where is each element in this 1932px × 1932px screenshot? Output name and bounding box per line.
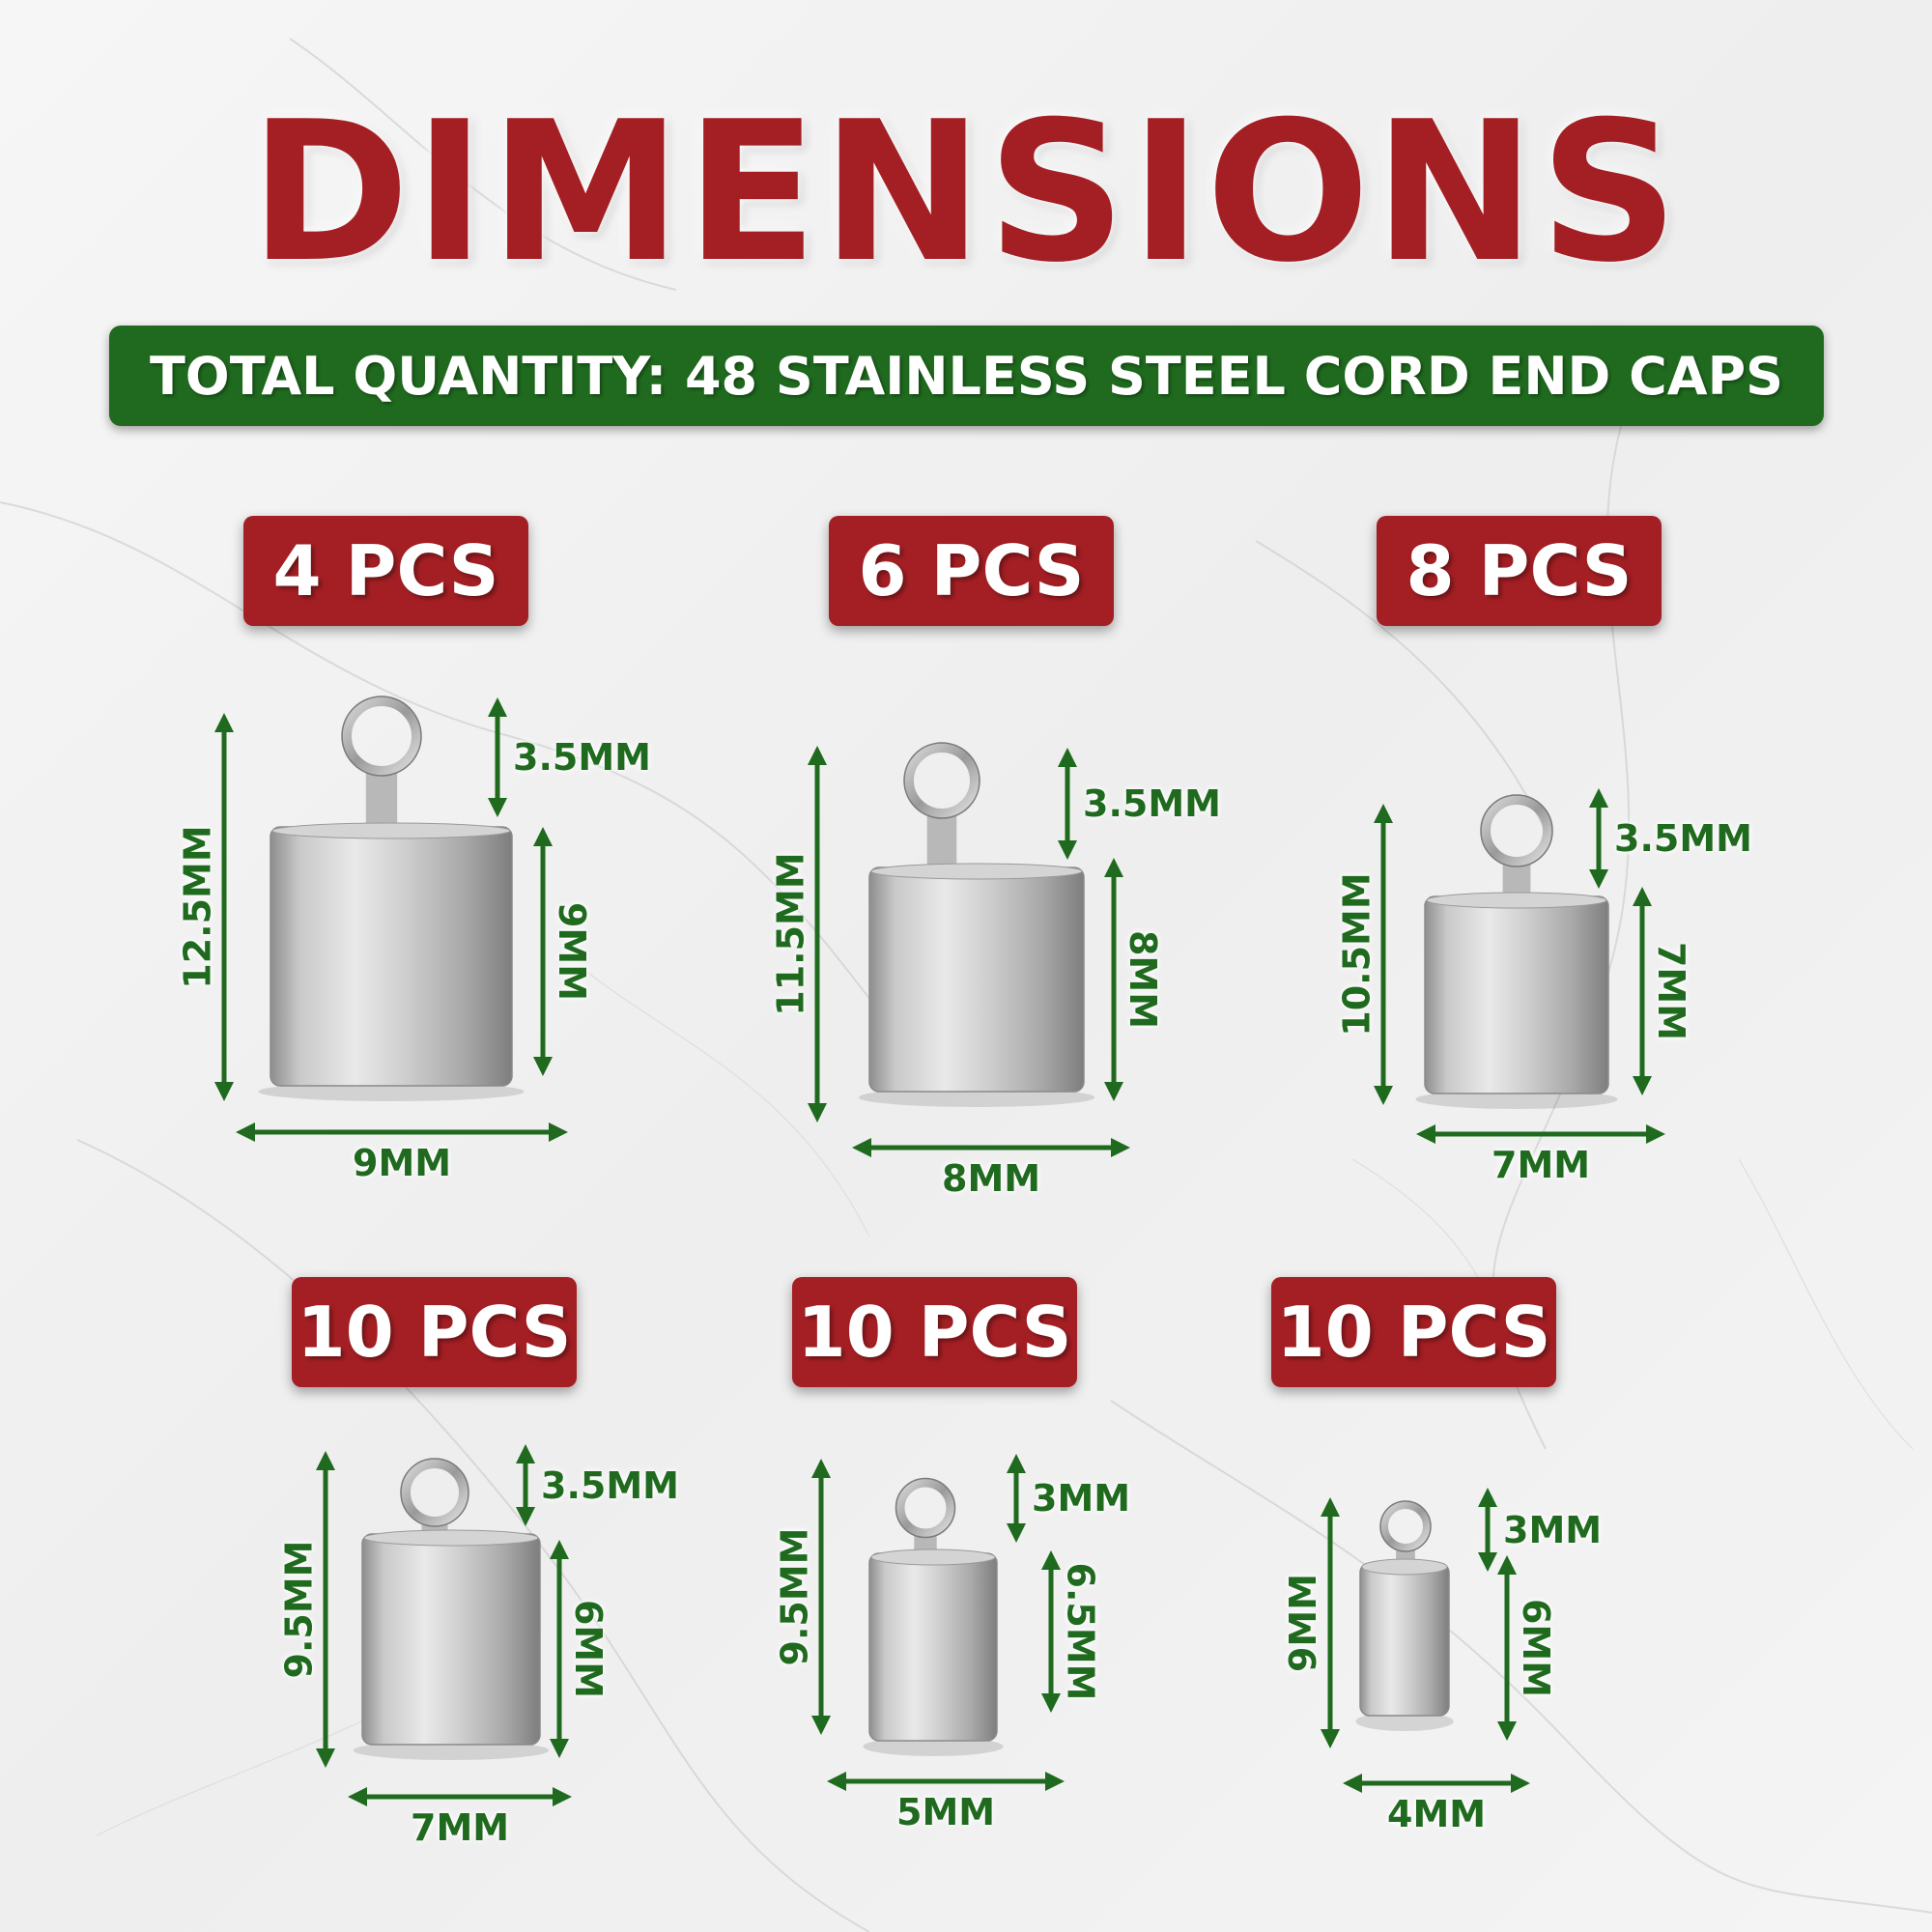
cap-loop-edge <box>1379 1500 1432 1552</box>
cap-loop <box>401 1459 469 1526</box>
total-height-label: 9.5MM <box>276 1540 320 1679</box>
cap-loop <box>1481 795 1552 867</box>
cap-top-rim <box>1426 892 1607 909</box>
cap-top-rim <box>870 863 1083 880</box>
pcs-badge: 10 PCS <box>792 1277 1077 1387</box>
cord-end-cap <box>316 1444 572 1806</box>
cap-shadow <box>858 1088 1095 1107</box>
width-label: 7MM <box>411 1806 510 1849</box>
cap-shadow <box>258 1082 525 1101</box>
cap-neck <box>365 767 398 833</box>
total-height-label: 9.5MM <box>772 1527 815 1666</box>
cap-body <box>1424 895 1609 1094</box>
body-height-label: 6.5MM <box>1058 1562 1101 1701</box>
body-height-label: 9MM <box>551 901 594 1002</box>
cap-body <box>1359 1562 1450 1717</box>
cap-top-rim <box>271 822 511 839</box>
body-height-label: 6MM <box>1515 1598 1558 1698</box>
cap-loop <box>895 1478 955 1538</box>
pcs-badge: 10 PCS <box>292 1277 577 1387</box>
cord-end-cap <box>1374 788 1665 1144</box>
cord-end-cap <box>808 742 1130 1157</box>
cap-loop-edge <box>895 1477 956 1539</box>
page-title: DIMENSIONS <box>249 80 1683 305</box>
cap-loop-edge <box>341 696 422 777</box>
cap-top-rim <box>1361 1558 1448 1576</box>
width-label: 5MM <box>896 1791 996 1833</box>
cap-body <box>868 867 1085 1093</box>
width-label: 8MM <box>942 1157 1041 1200</box>
body-height-label: 6MM <box>567 1599 611 1699</box>
width-label: 7MM <box>1492 1144 1591 1186</box>
total-height-label: 9MM <box>1282 1573 1325 1673</box>
loop-height-label: 3.5MM <box>513 736 651 779</box>
cap-shadow <box>863 1737 1004 1756</box>
cap-body <box>361 1533 541 1746</box>
loop-height-label: 3.5MM <box>1083 782 1221 825</box>
cap-neck <box>926 810 957 873</box>
loop-height-label: 3MM <box>1032 1477 1131 1520</box>
body-height-label: 7MM <box>1650 941 1693 1041</box>
cap-shadow <box>1355 1712 1454 1731</box>
cap-top-rim <box>363 1529 539 1547</box>
total-height-label: 12.5MM <box>176 825 219 989</box>
cap-loop-edge <box>1480 794 1553 867</box>
quantity-banner: TOTAL QUANTITY: 48 STAINLESS STEEL CORD … <box>109 326 1824 426</box>
cap-shadow <box>1415 1090 1618 1109</box>
cap-loop <box>342 696 421 776</box>
cap-loop <box>904 743 980 818</box>
loop-height-label: 3MM <box>1503 1508 1603 1551</box>
cap-body <box>270 826 513 1087</box>
body-height-label: 8MM <box>1122 929 1165 1030</box>
total-height-label: 11.5MM <box>769 852 812 1016</box>
cap-loop-edge <box>903 742 980 819</box>
pcs-badge: 8 PCS <box>1377 516 1662 626</box>
cap-loop-edge <box>400 1458 469 1527</box>
loop-height-label: 3.5MM <box>1614 817 1752 860</box>
cap-top-rim <box>870 1548 996 1566</box>
pcs-badge: 4 PCS <box>243 516 528 626</box>
cord-end-cap <box>214 696 568 1142</box>
cap-shadow <box>353 1741 550 1760</box>
width-label: 4MM <box>1387 1793 1487 1835</box>
cord-end-cap <box>1321 1488 1530 1793</box>
cap-loop <box>1380 1501 1431 1551</box>
loop-height-label: 3.5MM <box>541 1463 679 1507</box>
cord-end-cap <box>811 1454 1065 1791</box>
pcs-badge: 6 PCS <box>829 516 1114 626</box>
width-label: 9MM <box>353 1142 452 1184</box>
pcs-badge: 10 PCS <box>1271 1277 1556 1387</box>
cap-body <box>868 1552 998 1742</box>
total-height-label: 10.5MM <box>1335 872 1378 1037</box>
